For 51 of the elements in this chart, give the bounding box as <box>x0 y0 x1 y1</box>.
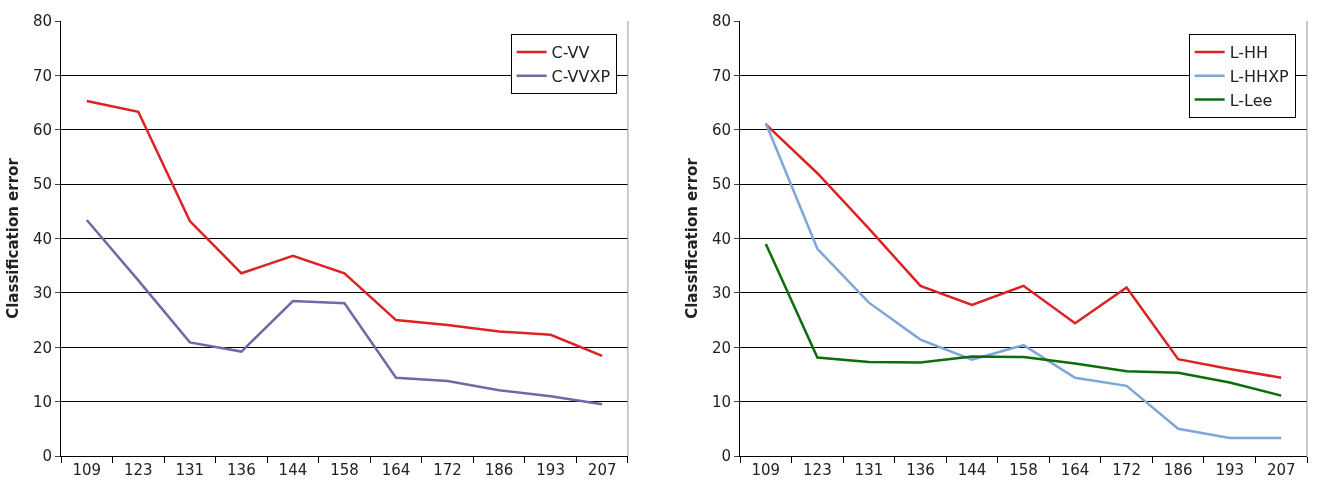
x-tick-label: 144 <box>278 461 308 479</box>
y-tick-label: 70 <box>711 66 732 85</box>
y-tick-label: 40 <box>711 229 732 248</box>
y-axis-title: Classification error <box>4 157 23 319</box>
x-tick-label: 123 <box>123 461 153 479</box>
x-tick-label: 186 <box>1163 461 1193 479</box>
y-axis-title: Classification error <box>683 157 702 319</box>
y-tick-label: 50 <box>711 175 732 194</box>
x-tick-label: 109 <box>751 461 781 479</box>
y-tick-label: 60 <box>711 121 732 139</box>
y-tick-label: 80 <box>32 12 52 31</box>
x-tick-label: 186 <box>484 461 514 479</box>
line-series <box>85 99 604 358</box>
x-tick-label: 158 <box>330 461 359 479</box>
x-tick-label: 193 <box>1215 461 1245 479</box>
legend-label: L-HHXP <box>1229 66 1290 86</box>
y-tick-label: 20 <box>711 338 732 357</box>
legend-label: C-VV <box>551 43 590 63</box>
x-tick-label: 109 <box>72 461 102 479</box>
x-tick-label: 193 <box>536 461 565 479</box>
y-tick-label: 10 <box>711 392 732 411</box>
x-tick-label: 131 <box>175 461 205 479</box>
x-tick-label: 164 <box>381 461 411 479</box>
line-series <box>764 242 1283 397</box>
x-tick-label: 164 <box>1060 461 1090 479</box>
line-series <box>764 121 1283 440</box>
x-tick-label: 172 <box>433 461 462 479</box>
legend-label: C-VVXP <box>551 66 611 86</box>
y-tick-label: 40 <box>32 229 52 248</box>
x-tick-label: 144 <box>957 461 987 479</box>
y-tick-label: 70 <box>32 66 52 85</box>
x-tick-label: 158 <box>1009 461 1038 479</box>
x-tick-label: 172 <box>1112 461 1141 479</box>
x-tick-label: 131 <box>854 461 884 479</box>
x-tick-label: 136 <box>227 461 256 479</box>
line-series <box>85 218 604 406</box>
x-tick-label: 207 <box>587 461 617 479</box>
y-tick-label: 30 <box>32 284 52 303</box>
x-tick-label: 123 <box>803 461 832 479</box>
x-tick-label: 207 <box>1266 461 1296 479</box>
y-tick-label: 60 <box>32 121 52 139</box>
y-tick-label: 50 <box>32 175 52 194</box>
legend-label: L-Lee <box>1229 90 1273 110</box>
y-tick-label: 80 <box>711 12 732 31</box>
y-tick-label: 30 <box>711 284 732 303</box>
x-tick-label: 136 <box>906 461 935 479</box>
legend-label: L-HH <box>1229 43 1269 63</box>
y-tick-label: 0 <box>721 447 732 466</box>
y-tick-label: 0 <box>42 447 52 466</box>
y-tick-label: 20 <box>32 338 52 357</box>
y-tick-label: 10 <box>32 392 52 411</box>
